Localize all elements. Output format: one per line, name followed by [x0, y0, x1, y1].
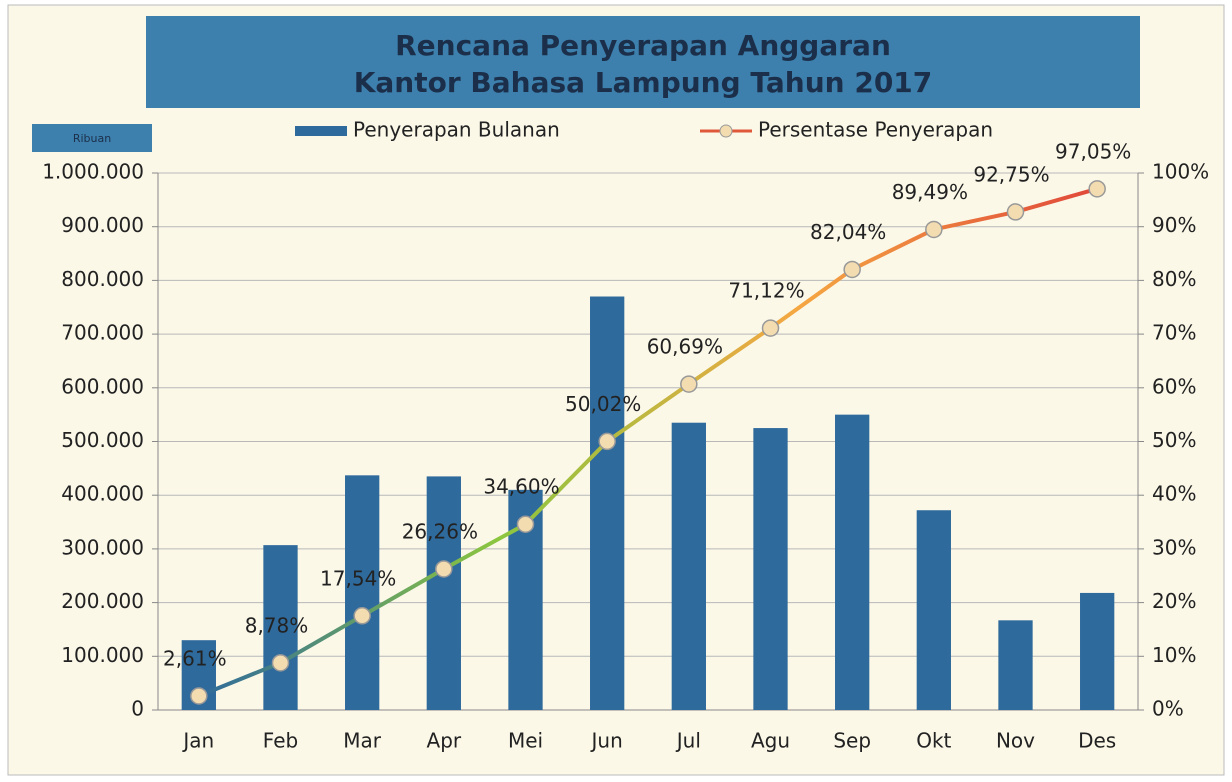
x-tick-label: Jan [181, 729, 214, 753]
marker [516, 515, 535, 533]
bar [263, 545, 298, 710]
y-tick-label: 900.000 [61, 213, 144, 237]
data-label: 8,78% [245, 613, 309, 637]
chart-title: Rencana Penyerapan Anggaran [395, 29, 891, 62]
y2-tick-label: 80% [1152, 267, 1196, 291]
chart-subtitle: Kantor Bahasa Lampung Tahun 2017 [354, 66, 933, 99]
legend-swatch [295, 126, 347, 136]
data-label: 89,49% [892, 180, 968, 204]
y-tick-label: 100.000 [61, 643, 144, 667]
bar [753, 428, 788, 710]
bar [671, 422, 706, 710]
marker [353, 607, 371, 625]
x-tick-label: Agu [751, 729, 790, 753]
marker [1088, 180, 1106, 198]
y2-tick-label: 0% [1152, 697, 1184, 721]
y-tick-label: 600.000 [61, 374, 144, 398]
data-label: 60,69% [647, 335, 723, 359]
x-tick-label: Okt [916, 729, 951, 753]
data-label: 50,02% [565, 392, 641, 416]
data-label: 26,26% [402, 519, 478, 543]
marker [190, 687, 208, 705]
y-tick-label: 800.000 [61, 267, 144, 291]
bar [835, 414, 870, 710]
y2-tick-label: 10% [1152, 643, 1196, 667]
legend-marker [719, 124, 733, 138]
bar [1080, 592, 1115, 710]
y2-tick-label: 20% [1152, 589, 1196, 613]
bar [998, 620, 1033, 710]
y2-tick-label: 30% [1152, 535, 1196, 559]
x-tick-label: Nov [996, 729, 1035, 753]
y2-tick-label: 100% [1152, 160, 1209, 184]
y-tick-label: 300.000 [61, 535, 144, 559]
y-tick-label: 0 [131, 697, 144, 721]
x-tick-label: Feb [263, 729, 298, 753]
marker [761, 319, 780, 337]
marker [598, 432, 616, 451]
data-label: 82,04% [810, 220, 886, 244]
data-label: 97,05% [1055, 139, 1131, 163]
legend-label: Penyerapan Bulanan [353, 118, 560, 142]
x-tick-label: Apr [427, 729, 462, 753]
x-tick-label: Mei [508, 729, 543, 753]
axis-label-box [32, 124, 152, 152]
data-label: 17,54% [320, 566, 396, 590]
marker [680, 375, 698, 393]
legend-label: Persentase Penyerapan [758, 118, 993, 142]
y2-tick-label: 90% [1152, 213, 1196, 237]
data-label: 71,12% [728, 279, 804, 303]
y-tick-label: 500.000 [61, 428, 144, 452]
marker [843, 260, 861, 279]
marker [925, 220, 943, 239]
y2-tick-label: 70% [1152, 321, 1196, 345]
bar [426, 476, 461, 710]
x-tick-label: Jun [590, 729, 623, 753]
data-label: 92,75% [973, 162, 1049, 186]
data-label: 2,61% [163, 646, 227, 670]
x-tick-label: Sep [833, 729, 871, 753]
y-tick-label: 400.000 [61, 482, 144, 506]
title-box [146, 16, 1140, 108]
bar [345, 475, 380, 710]
bar [590, 296, 625, 710]
x-tick-label: Mar [343, 729, 382, 753]
marker [1006, 203, 1025, 221]
marker [271, 654, 290, 672]
line [198, 186, 1098, 698]
y-tick-label: 700.000 [61, 321, 144, 345]
x-tick-label: Jul [675, 729, 701, 753]
y-tick-label: 1.000.000 [42, 160, 144, 184]
bar [916, 510, 951, 710]
marker [435, 560, 453, 578]
data-label: 34,60% [483, 475, 559, 499]
y2-tick-label: 50% [1152, 428, 1196, 452]
y-tick-label: 200.000 [61, 589, 144, 613]
y-axis-label: Ribuan [73, 132, 111, 145]
y2-tick-label: 40% [1152, 482, 1196, 506]
x-tick-label: Des [1078, 729, 1116, 753]
y2-tick-label: 60% [1152, 374, 1196, 398]
